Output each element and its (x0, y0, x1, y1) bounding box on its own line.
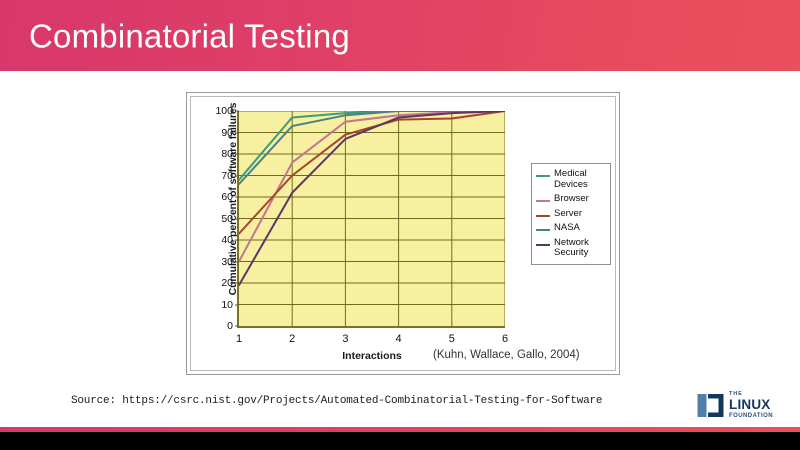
chart-legend-label: Medical Devices (554, 168, 588, 190)
chart-legend-swatch (536, 214, 550, 217)
chart-x-tick-label: 4 (395, 333, 402, 345)
chart-legend-item: NASA (535, 222, 606, 234)
logo-the-text: THE (729, 390, 743, 397)
chart-y-tick-label: 30 (221, 255, 233, 268)
chart-series-line (239, 111, 505, 186)
chart-y-tick-mark (235, 110, 239, 112)
linux-foundation-logo: THE LINUX FOUNDATION (697, 390, 783, 420)
chart-y-tick-label: 10 (221, 298, 233, 311)
chart-legend-label: Browser (554, 193, 589, 204)
chart-legend: Medical Devices Browser Server NASA Network … (531, 163, 611, 265)
chart-x-tick-label: 1 (235, 333, 243, 345)
logo-linux-text: LINUX (729, 397, 771, 412)
chart-legend-swatch (536, 229, 550, 231)
linux-foundation-mark-icon (697, 393, 724, 417)
chart-y-tick-label: 0 (227, 320, 233, 332)
chart-legend-label: NASA (554, 222, 580, 233)
footer-black-band (0, 432, 800, 450)
footer-accent-bar (0, 427, 800, 432)
chart-series-svg (239, 111, 505, 326)
logo-foundation-text: FOUNDATION (729, 412, 774, 419)
chart-y-tick-label: 70 (221, 169, 233, 182)
chart-y-tick-mark (235, 218, 239, 219)
chart-y-tick-label: 40 (221, 234, 233, 246)
chart-y-tick-mark (235, 282, 239, 284)
slide-header: Combinatorial Testing (0, 0, 800, 71)
linux-foundation-wordmark: THE LINUX FOUNDATION (729, 390, 774, 419)
page-title: Combinatorial Testing (29, 17, 350, 54)
chart-legend-swatch (536, 243, 550, 246)
chart-y-tick-mark (235, 325, 239, 327)
chart-legend-label: Network Security (554, 236, 589, 258)
chart-legend-item: Medical Devices (535, 168, 606, 190)
chart-y-tick-mark (235, 239, 239, 241)
source-text: Source: https://csrc.nist.gov/Projects/A… (71, 395, 603, 407)
chart-y-tick-label: 60 (221, 191, 233, 203)
chart-y-tick-mark (235, 261, 239, 262)
chart-y-tick-label: 50 (221, 212, 233, 225)
chart-figure-inner: Cumulative percent of software failures … (190, 96, 616, 371)
chart-legend-swatch (536, 175, 550, 177)
chart-x-axis-label: Interactions (342, 350, 402, 362)
chart-legend-swatch (536, 200, 550, 202)
chart-y-tick-mark (235, 175, 239, 176)
chart-y-tick-mark (235, 153, 239, 155)
chart-legend-item: Server (535, 207, 606, 220)
chart-x-tick-label: 5 (448, 333, 455, 345)
chart-x-tick-label: 3 (342, 333, 349, 345)
chart-y-tick-mark (235, 196, 239, 198)
chart-legend-item: Network Security (535, 236, 606, 259)
chart-x-tick-label: 6 (501, 333, 509, 345)
chart-x-tick-label: 2 (289, 333, 296, 345)
chart-legend-item: Browser (535, 193, 606, 205)
chart-y-tick-label: 90 (221, 126, 233, 139)
chart-y-tick-mark (235, 304, 239, 305)
chart-figure: Cumulative percent of software failures … (186, 92, 620, 375)
chart-plot-area: 0 10 20 30 40 50 60 70 80 90 100 1 2 3 4 5 6 Interactions (215, 105, 508, 362)
chart-series-line (239, 111, 505, 181)
chart-y-tick-mark (235, 132, 239, 133)
chart-citation: (Kuhn, Wallace, Gallo, 2004) (433, 349, 580, 361)
chart-legend-label: Server (554, 207, 582, 219)
chart-y-tick-label: 20 (221, 277, 233, 289)
chart-series-line (239, 111, 505, 287)
chart-y-tick-label: 100 (215, 105, 233, 117)
chart-y-tick-label: 80 (221, 148, 233, 160)
